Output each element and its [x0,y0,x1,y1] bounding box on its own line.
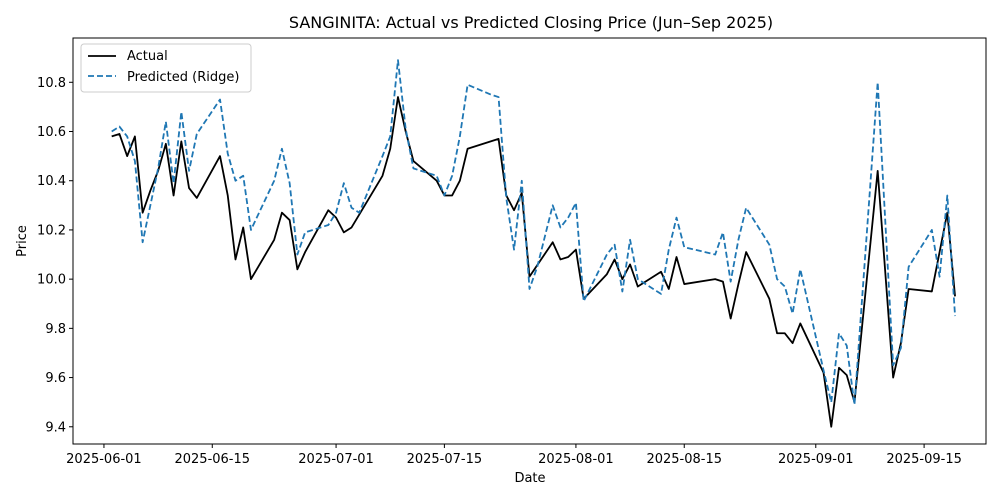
y-axis-label: Price [15,225,30,257]
y-tick-label: 10.6 [37,125,66,140]
x-axis-label: Date [514,471,545,486]
x-tick-label: 2025-06-15 [174,452,250,467]
y-tick-label: 10.8 [37,76,66,91]
legend-label-actual: Actual [127,49,168,64]
y-tick-label: 9.4 [45,420,66,435]
x-tick-label: 2025-07-15 [407,452,483,467]
series-layer [111,59,956,428]
x-tick-label: 2025-07-01 [298,452,374,467]
series-line-predicted [111,59,956,406]
y-tick-label: 10.2 [37,223,66,238]
chart-title: SANGINITA: Actual vs Predicted Closing P… [289,13,773,32]
x-tick-label: 2025-06-01 [66,452,142,467]
x-tick-label: 2025-08-15 [646,452,722,467]
y-tick-label: 10.0 [37,273,66,288]
legend-frame [80,43,252,93]
x-axis-ticks: 2025-06-01 2025-06-15 2025-07-01 2025-07-15… [66,444,962,467]
y-tick-label: 9.6 [45,371,66,386]
legend: Actual Predicted (Ridge) [80,43,252,93]
series-line-actual [111,96,956,428]
plot-frame [72,37,987,445]
plot-area: 2025-06-01 2025-06-15 2025-07-01 2025-07-15… [37,37,987,467]
y-tick-label: 9.8 [45,322,66,337]
x-tick-label: 2025-08-01 [538,452,614,467]
y-axis-ticks: 9.4 9.6 9.8 10.0 10.2 10.4 10.6 10.8 [37,76,73,435]
legend-label-predicted: Predicted (Ridge) [127,70,239,85]
y-tick-label: 10.4 [37,174,66,189]
x-tick-label: 2025-09-15 [886,452,962,467]
x-tick-label: 2025-09-01 [778,452,854,467]
